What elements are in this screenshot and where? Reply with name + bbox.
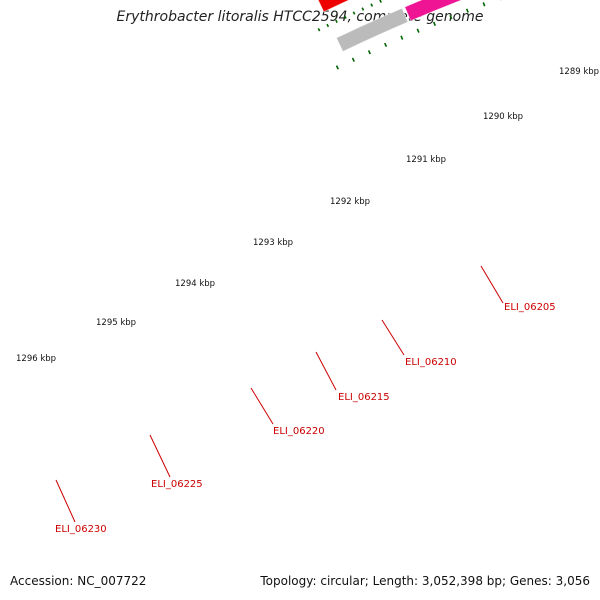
- scale-dot: [343, 15, 347, 19]
- reverse-tick: [432, 21, 436, 26]
- kbp-label: 1296 kbp: [16, 354, 56, 364]
- genome-summary-text: Topology: circular; Length: 3,052,398 bp…: [260, 574, 590, 588]
- reverse-tick: [335, 65, 339, 70]
- reverse-tick: [367, 50, 372, 55]
- forward-gene: [317, 0, 350, 13]
- scale-dot: [352, 11, 356, 15]
- reverse-gene: [335, 7, 409, 53]
- reverse-tick: [482, 2, 486, 7]
- reverse-tick: [465, 8, 469, 13]
- kbp-label: 1293 kbp: [253, 238, 293, 248]
- reverse-tick: [400, 35, 404, 40]
- gene-leader-line: [315, 351, 337, 391]
- kbp-label: 1290 kbp: [483, 112, 523, 122]
- scale-dot: [379, 0, 382, 3]
- gene-label-eli_06220: ELI_06220: [273, 426, 325, 437]
- reverse-gene: [404, 0, 463, 22]
- scale-dot: [370, 3, 374, 7]
- reverse-tick: [449, 14, 453, 20]
- gene-leader-line: [149, 434, 171, 478]
- kbp-label: 1289 kbp: [559, 67, 599, 77]
- gene-label-eli_06205: ELI_06205: [504, 302, 556, 313]
- scale-dot: [361, 7, 365, 11]
- scale-dot: [326, 23, 330, 28]
- reverse-tick: [416, 28, 420, 33]
- reverse-tick: [351, 57, 355, 62]
- gene-leader-line: [250, 387, 274, 425]
- gene-label-eli_06210: ELI_06210: [405, 357, 457, 368]
- gene-leader-line: [381, 319, 405, 356]
- kbp-label: 1292 kbp: [330, 197, 370, 207]
- accession-text: Accession: NC_007722: [10, 574, 147, 588]
- reverse-tick: [384, 42, 388, 48]
- gene-label-eli_06230: ELI_06230: [55, 524, 107, 535]
- scale-dot: [317, 27, 321, 32]
- gene-leader-line: [55, 479, 76, 523]
- kbp-label: 1295 kbp: [96, 318, 136, 328]
- kbp-label: 1291 kbp: [406, 155, 446, 165]
- gene-label-eli_06225: ELI_06225: [151, 479, 203, 490]
- gene-leader-line: [480, 265, 504, 304]
- kbp-label: 1294 kbp: [175, 279, 215, 289]
- gene-label-eli_06215: ELI_06215: [338, 392, 390, 403]
- scale-dot: [335, 19, 338, 23]
